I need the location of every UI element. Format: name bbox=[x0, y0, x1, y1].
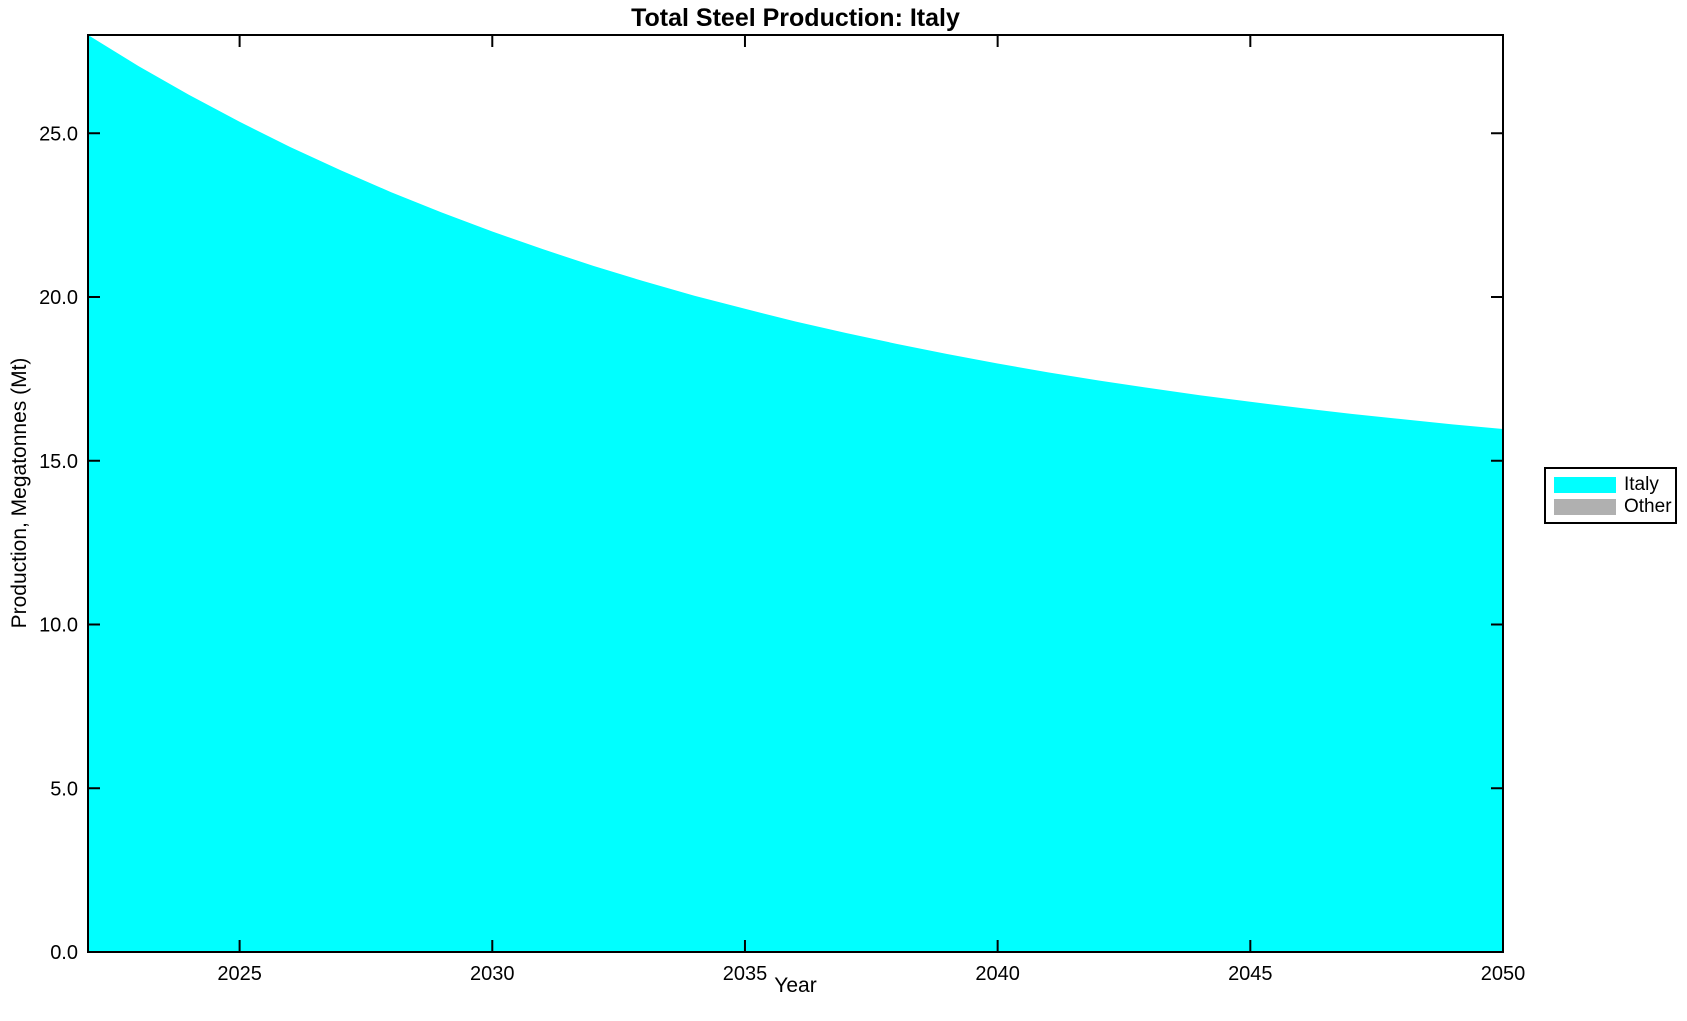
y-tick-label: 5.0 bbox=[50, 778, 78, 800]
y-tick-label: 20.0 bbox=[39, 287, 78, 309]
axes-box bbox=[87, 34, 1504, 953]
y-tick-label: 25.0 bbox=[39, 123, 78, 145]
legend-entry-other: Other bbox=[1554, 497, 1675, 516]
y-tick-label: 10.0 bbox=[39, 615, 78, 637]
legend-label-other: Other bbox=[1624, 496, 1672, 517]
y-tick-label: 15.0 bbox=[39, 451, 78, 473]
x-tick-label: 2050 bbox=[1481, 963, 1526, 985]
x-tick-label: 2030 bbox=[470, 963, 515, 985]
legend-label-italy: Italy bbox=[1624, 474, 1659, 495]
legend-swatch-other bbox=[1554, 498, 1616, 515]
area-series-italy bbox=[88, 35, 1503, 952]
legend: Italy Other bbox=[1544, 467, 1677, 524]
y-tick-label: 0.0 bbox=[50, 942, 78, 964]
x-tick-label: 2045 bbox=[1228, 963, 1273, 985]
legend-swatch-italy bbox=[1554, 476, 1616, 493]
x-tick-label: 2040 bbox=[975, 963, 1020, 985]
legend-entry-italy: Italy bbox=[1554, 475, 1675, 494]
chart-title: Total Steel Production: Italy bbox=[631, 4, 960, 32]
x-axis-label: Year bbox=[774, 974, 817, 997]
x-tick-label: 2035 bbox=[723, 963, 768, 985]
x-tick-label: 2025 bbox=[217, 963, 262, 985]
